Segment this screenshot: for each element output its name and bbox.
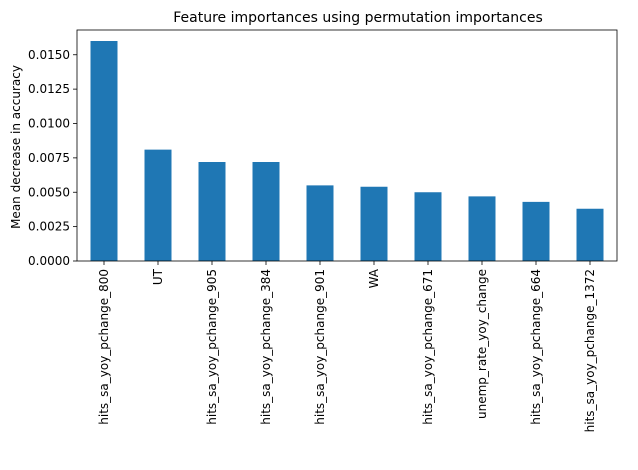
bars-group	[90, 41, 604, 262]
y-tick-label: 0.0100	[28, 117, 70, 131]
x-tick-label: hits_sa_yoy_pchange_1372	[583, 269, 597, 432]
y-tick-label: 0.0125	[28, 82, 70, 96]
bar	[468, 196, 496, 262]
bar	[576, 208, 604, 261]
y-tick-label: 0.0050	[28, 185, 70, 199]
bar	[90, 41, 118, 261]
bar	[306, 185, 334, 262]
bar	[144, 149, 172, 262]
bar	[198, 162, 226, 261]
x-ticks-group: hits_sa_yoy_pchange_800 UT hits_sa_yoy_pch…	[97, 261, 597, 432]
y-axis-label: Mean decrease in accuracy	[9, 65, 23, 229]
x-tick-label: UT	[151, 268, 165, 285]
bar	[522, 201, 550, 262]
x-tick-label: hits_sa_yoy_pchange_384	[259, 269, 273, 425]
y-tick-label: 0.0025	[28, 220, 70, 234]
x-tick-label: hits_sa_yoy_pchange_671	[421, 269, 435, 425]
x-tick-label: WA	[367, 268, 381, 288]
chart-title: Feature importances using permutation im…	[173, 10, 543, 26]
axes-frame	[76, 29, 618, 262]
x-tick-label: hits_sa_yoy_pchange_905	[205, 269, 219, 425]
x-tick-label: hits_sa_yoy_pchange_901	[313, 269, 327, 425]
y-tick-label: 0.0150	[28, 48, 70, 62]
bar	[414, 192, 442, 261]
bar	[252, 162, 280, 261]
x-tick-label: hits_sa_yoy_pchange_664	[529, 269, 543, 425]
bar	[360, 186, 388, 261]
x-tick-label: hits_sa_yoy_pchange_800	[97, 269, 111, 425]
y-tick-label: 0.0075	[28, 151, 70, 165]
y-ticks-group: 0.0000 0.0025 0.0050 0.0075 0.0100 0.0125 0.01…	[28, 48, 77, 268]
x-tick-label: unemp_rate_yoy_change	[475, 269, 489, 419]
plot-frame	[76, 29, 618, 262]
y-tick-label: 0.0000	[28, 254, 70, 268]
